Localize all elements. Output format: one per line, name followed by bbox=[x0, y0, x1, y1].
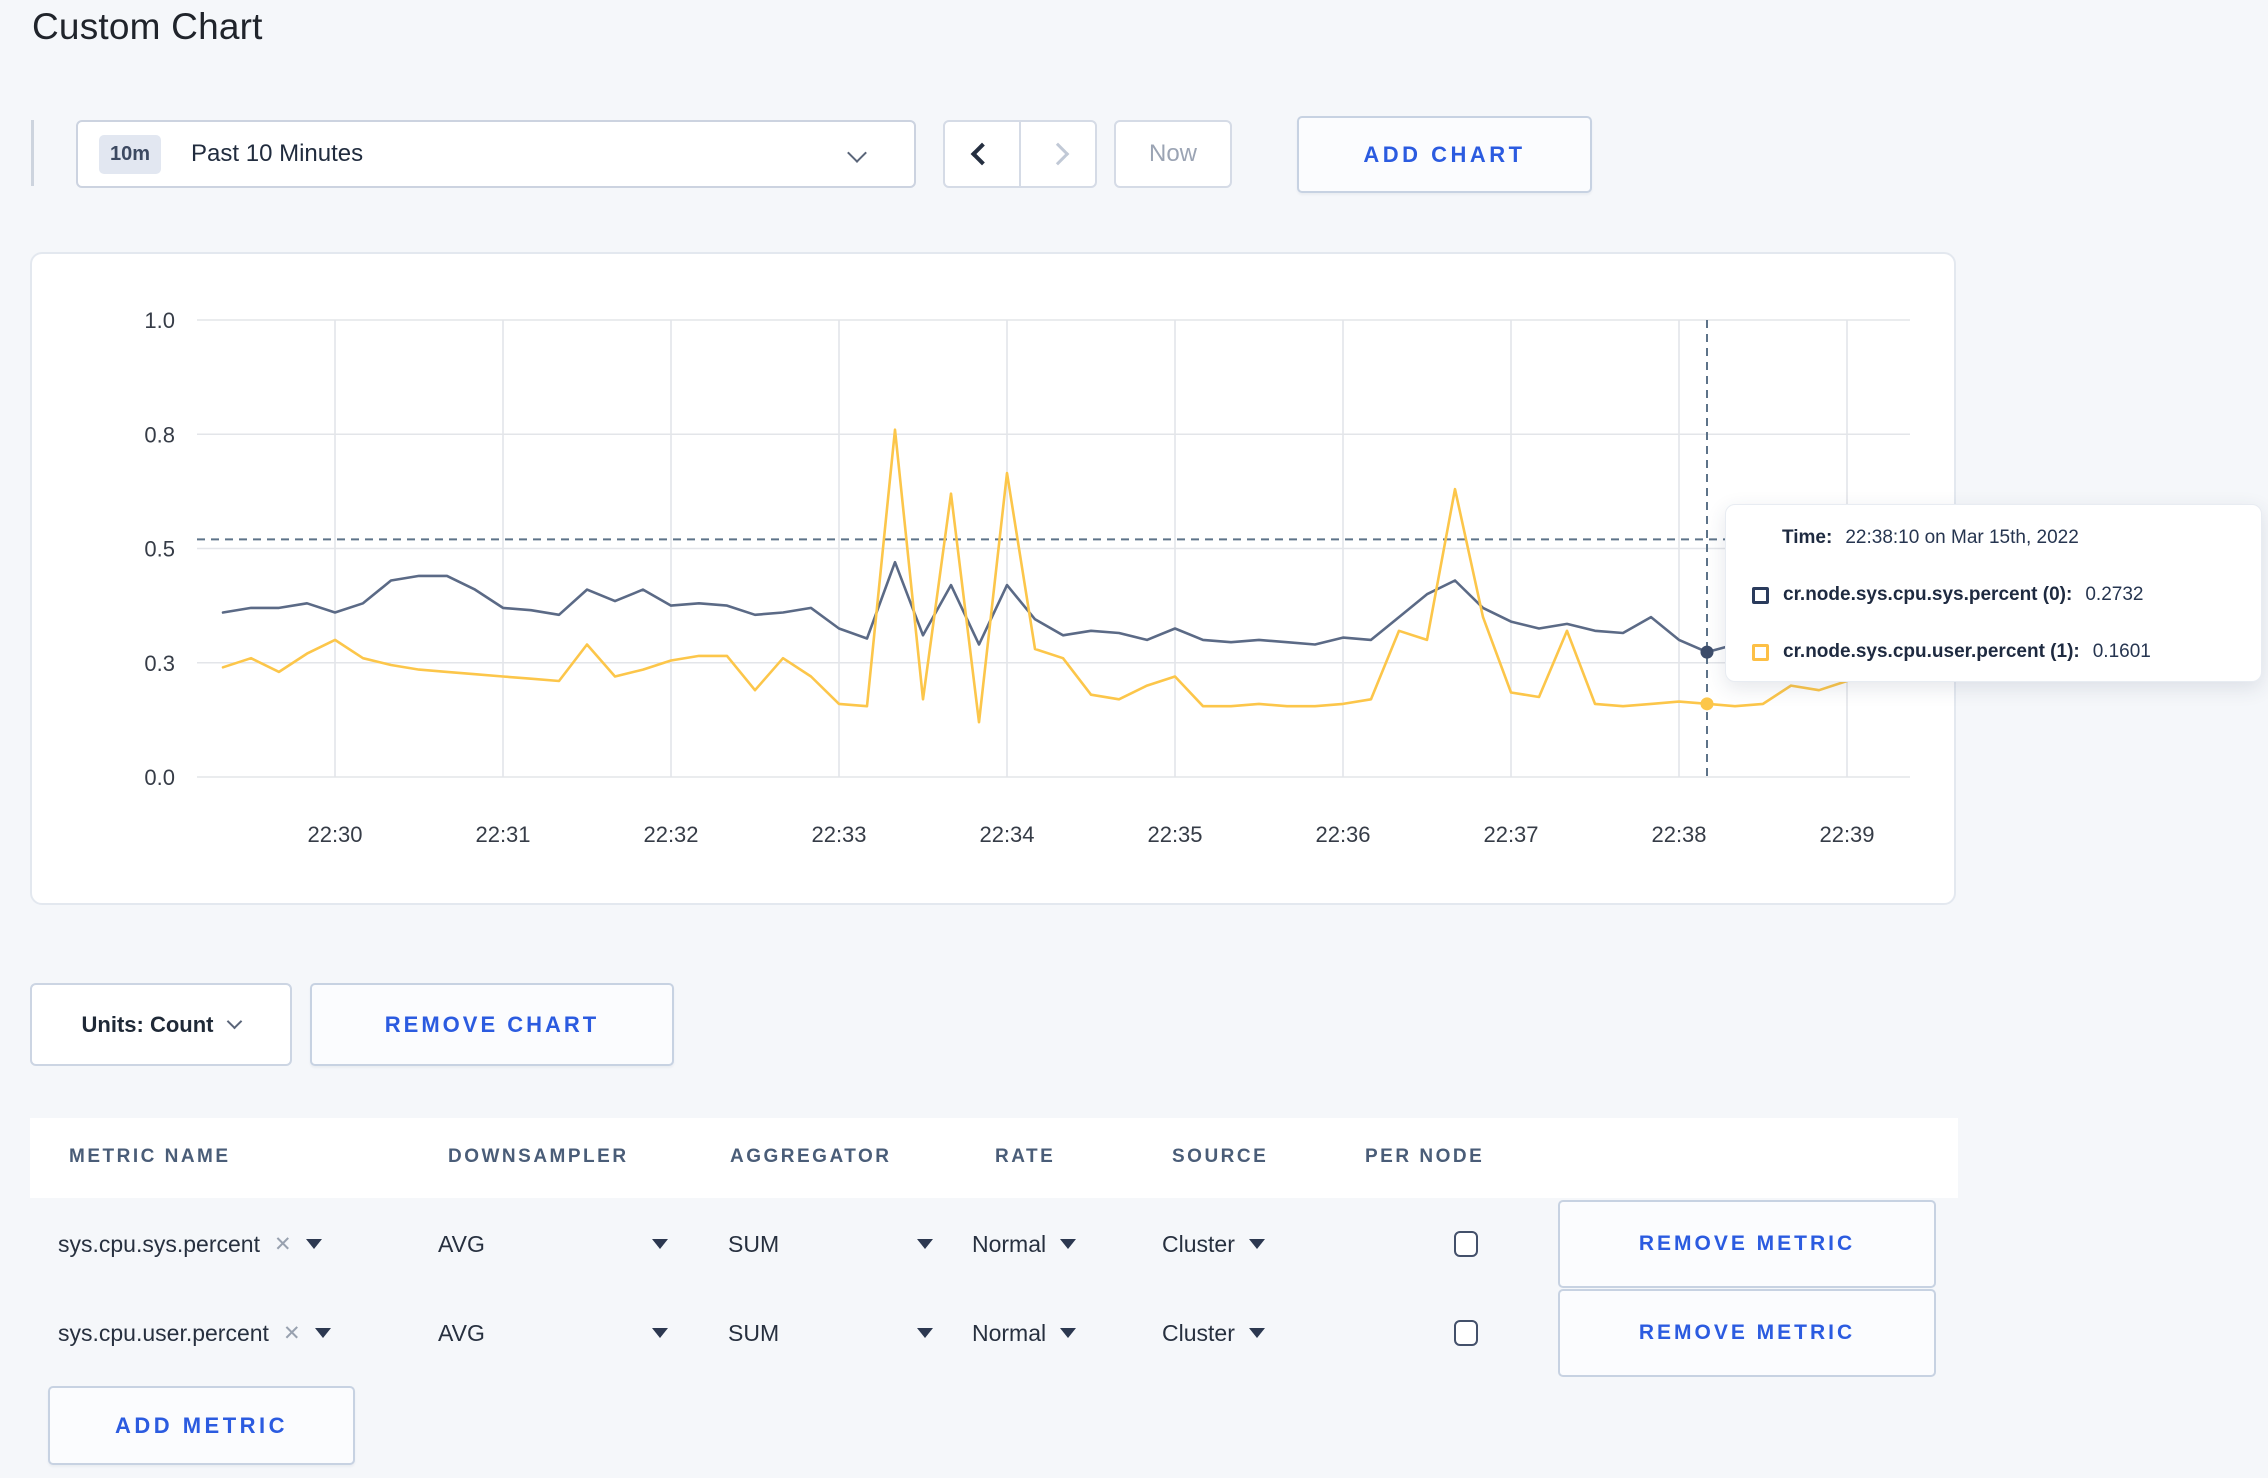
aggregator-value: SUM bbox=[728, 1230, 780, 1257]
metric-name-select[interactable]: sys.cpu.user.percent ✕ bbox=[58, 1289, 403, 1377]
column-header-metric-name: METRIC NAME bbox=[69, 1146, 231, 1167]
aggregator-select[interactable]: SUM bbox=[728, 1200, 933, 1288]
svg-text:0.5: 0.5 bbox=[144, 537, 175, 562]
add-chart-button[interactable]: ADD CHART bbox=[1297, 116, 1592, 193]
caret-down-icon bbox=[1060, 1239, 1077, 1249]
downsampler-select[interactable]: AVG bbox=[438, 1289, 668, 1377]
metric-name-value: sys.cpu.sys.percent bbox=[58, 1230, 260, 1257]
chevron-down-icon bbox=[847, 143, 867, 163]
rate-value: Normal bbox=[972, 1319, 1047, 1346]
column-header-per-node: PER NODE bbox=[1365, 1146, 1485, 1167]
now-button[interactable]: Now bbox=[1114, 120, 1232, 188]
chevron-right-icon bbox=[1046, 142, 1070, 166]
page-title: Custom Chart bbox=[32, 6, 263, 47]
svg-text:22:30: 22:30 bbox=[307, 822, 362, 847]
per-node-checkbox[interactable] bbox=[1454, 1231, 1478, 1257]
metric-row: sys.cpu.sys.percent ✕ AVG SUM Normal Clu… bbox=[30, 1200, 1958, 1288]
downsampler-select[interactable]: AVG bbox=[438, 1200, 668, 1288]
remove-chart-button[interactable]: REMOVE CHART bbox=[310, 983, 674, 1066]
series-0-swatch-icon bbox=[1752, 586, 1769, 604]
caret-down-icon bbox=[1248, 1328, 1265, 1338]
caret-down-icon bbox=[652, 1328, 668, 1338]
chart-card: 0.0 0.3 0.5 0.8 1.0 22:30 22:31 22:32 22:33 22:34… bbox=[30, 252, 1956, 905]
remove-metric-button[interactable]: REMOVE METRIC bbox=[1558, 1289, 1936, 1377]
source-select[interactable]: Cluster bbox=[1162, 1289, 1265, 1377]
metric-name-value: sys.cpu.user.percent bbox=[58, 1319, 269, 1346]
aggregator-select[interactable]: SUM bbox=[728, 1289, 933, 1377]
prev-time-button[interactable] bbox=[945, 122, 1019, 186]
rate-select[interactable]: Normal bbox=[972, 1200, 1077, 1288]
tooltip-series-0-name: cr.node.sys.cpu.sys.percent (0): bbox=[1783, 584, 2073, 605]
add-metric-button[interactable]: ADD METRIC bbox=[48, 1386, 355, 1465]
caret-down-icon bbox=[917, 1328, 933, 1338]
caret-down-icon bbox=[1060, 1328, 1077, 1338]
time-range-select[interactable]: 10m Past 10 Minutes bbox=[76, 120, 916, 188]
remove-metric-button[interactable]: REMOVE METRIC bbox=[1558, 1200, 1936, 1288]
units-label: Units: Count bbox=[81, 1011, 214, 1037]
line-chart[interactable]: 0.0 0.3 0.5 0.8 1.0 22:30 22:31 22:32 22:33 22:34… bbox=[32, 254, 1954, 903]
time-range-label: Past 10 Minutes bbox=[191, 140, 364, 167]
metric-name-select[interactable]: sys.cpu.sys.percent ✕ bbox=[58, 1200, 403, 1288]
clear-metric-icon[interactable]: ✕ bbox=[282, 1321, 301, 1345]
per-node-checkbox[interactable] bbox=[1454, 1320, 1478, 1346]
svg-text:22:31: 22:31 bbox=[475, 822, 530, 847]
caret-down-icon[interactable] bbox=[305, 1239, 322, 1249]
svg-text:22:37: 22:37 bbox=[1483, 822, 1538, 847]
metrics-table-header: METRIC NAME DOWNSAMPLER AGGREGATOR RATE … bbox=[30, 1118, 1958, 1198]
units-select[interactable]: Units: Count bbox=[30, 983, 292, 1066]
svg-text:22:33: 22:33 bbox=[811, 822, 866, 847]
svg-text:0.0: 0.0 bbox=[144, 765, 175, 790]
tooltip-time-label: Time: bbox=[1782, 527, 1833, 548]
svg-text:1.0: 1.0 bbox=[144, 308, 175, 333]
source-value: Cluster bbox=[1162, 1319, 1235, 1346]
aggregator-value: SUM bbox=[728, 1319, 780, 1346]
svg-text:22:38: 22:38 bbox=[1651, 822, 1706, 847]
downsampler-value: AVG bbox=[438, 1230, 485, 1257]
column-header-rate: RATE bbox=[995, 1146, 1056, 1167]
caret-down-icon[interactable] bbox=[314, 1328, 331, 1338]
svg-text:22:34: 22:34 bbox=[979, 822, 1034, 847]
next-time-button[interactable] bbox=[1019, 122, 1095, 186]
column-header-downsampler: DOWNSAMPLER bbox=[448, 1146, 629, 1167]
downsampler-value: AVG bbox=[438, 1319, 485, 1346]
chart-tooltip: Time: 22:38:10 on Mar 15th, 2022 cr.node… bbox=[1725, 504, 2262, 682]
svg-text:22:39: 22:39 bbox=[1819, 822, 1874, 847]
time-nav-group bbox=[943, 120, 1097, 188]
svg-text:22:36: 22:36 bbox=[1315, 822, 1370, 847]
caret-down-icon bbox=[917, 1239, 933, 1249]
tooltip-time-value: 22:38:10 on Mar 15th, 2022 bbox=[1845, 527, 2079, 548]
toolbar-divider bbox=[31, 120, 34, 186]
svg-text:22:32: 22:32 bbox=[643, 822, 698, 847]
tooltip-series-1-value: 0.1601 bbox=[2092, 641, 2151, 662]
column-header-source: SOURCE bbox=[1172, 1146, 1269, 1167]
caret-down-icon bbox=[652, 1239, 668, 1249]
svg-text:0.8: 0.8 bbox=[144, 422, 175, 447]
time-range-badge: 10m bbox=[99, 134, 162, 174]
clear-metric-icon[interactable]: ✕ bbox=[273, 1232, 292, 1256]
source-select[interactable]: Cluster bbox=[1162, 1200, 1265, 1288]
chevron-down-icon bbox=[227, 1013, 243, 1030]
chevron-left-icon bbox=[970, 142, 994, 166]
rate-select[interactable]: Normal bbox=[972, 1289, 1077, 1377]
tooltip-series-0-value: 0.2732 bbox=[2085, 584, 2144, 605]
metric-row: sys.cpu.user.percent ✕ AVG SUM Normal Cl… bbox=[30, 1289, 1958, 1377]
tooltip-series-1-name: cr.node.sys.cpu.user.percent (1): bbox=[1783, 641, 2080, 662]
column-header-aggregator: AGGREGATOR bbox=[730, 1146, 892, 1167]
rate-value: Normal bbox=[972, 1230, 1047, 1257]
svg-text:22:35: 22:35 bbox=[1147, 822, 1202, 847]
caret-down-icon bbox=[1248, 1239, 1265, 1249]
svg-text:0.3: 0.3 bbox=[144, 651, 175, 676]
source-value: Cluster bbox=[1162, 1230, 1235, 1257]
series-1-swatch-icon bbox=[1752, 643, 1769, 661]
